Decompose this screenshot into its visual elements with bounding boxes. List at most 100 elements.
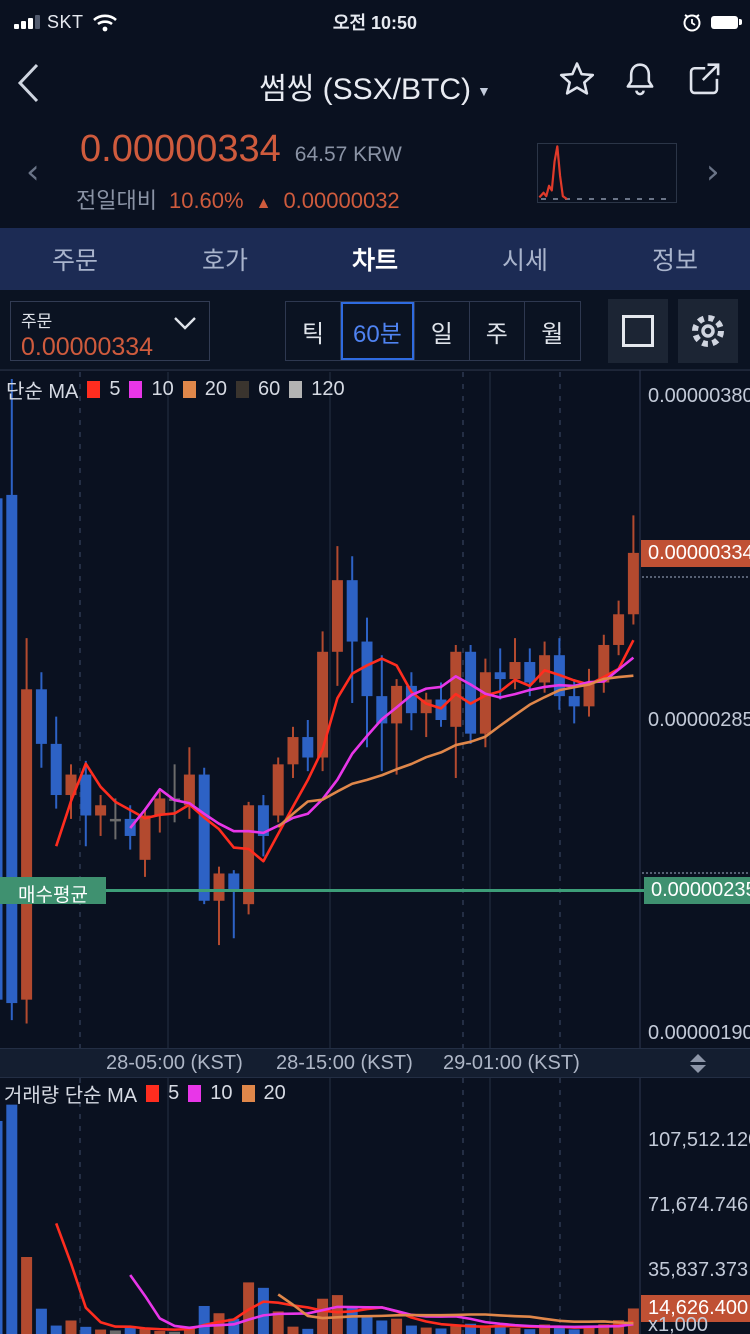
avg-buy-label: 매수평균 <box>0 877 106 906</box>
volume-tick-3: 35,837.373 <box>648 1259 749 1281</box>
notifications-bell-button[interactable] <box>620 60 660 100</box>
hidden-tick-dots <box>642 872 748 874</box>
volume-bar <box>50 1325 62 1334</box>
volume-bar <box>376 1320 388 1334</box>
volume-bar <box>450 1326 462 1334</box>
candlestick-chart[interactable] <box>0 370 750 1334</box>
candle-body <box>331 580 343 652</box>
back-button[interactable] <box>15 62 41 104</box>
volume-bar <box>287 1326 299 1334</box>
candle-body <box>405 685 417 714</box>
price-ma-10 <box>129 656 635 835</box>
tab-info[interactable]: 정보 <box>651 247 698 275</box>
header: 썸씽 (SSX/BTC) ▼ <box>0 44 750 120</box>
candle-body <box>302 737 314 758</box>
candle-body <box>524 662 536 683</box>
section-tab-bar: 주문 호가 차트 시세 정보 <box>0 228 750 290</box>
time-label-1: 28-05:00 (KST) <box>106 1052 243 1074</box>
volume-bar <box>169 1331 181 1334</box>
tab-order[interactable]: 주문 <box>51 247 98 275</box>
tab-chart[interactable]: 차트 <box>351 247 398 275</box>
carrier-label: SKT <box>47 11 84 32</box>
tab-orderbook[interactable]: 호가 <box>201 247 248 275</box>
period-60min[interactable]: 60분 <box>341 302 415 360</box>
vol-ma5-swatch <box>146 1084 160 1102</box>
candle-body <box>272 764 284 816</box>
volume-bar <box>317 1298 329 1334</box>
change-row: 전일대비 10.60% ▲ 0.00000032 <box>76 183 400 215</box>
candle-body <box>198 774 210 901</box>
volume-bar <box>257 1287 269 1334</box>
volume-bar <box>553 1327 565 1334</box>
volume-bar <box>479 1327 491 1334</box>
volume-bar <box>183 1327 195 1334</box>
candle-body <box>257 805 269 836</box>
alarm-icon <box>683 14 701 32</box>
volume-tick-1: 107,512.120 <box>648 1129 750 1151</box>
price-ma-5 <box>54 639 635 863</box>
price-ma-legend: 단순 MA 5 10 20 60 120 <box>6 376 345 403</box>
candle-body <box>346 580 358 642</box>
candle-body <box>465 651 477 734</box>
volume-bar <box>65 1320 77 1334</box>
candle-body <box>6 494 18 1004</box>
candle-body <box>613 614 625 645</box>
volume-bar <box>95 1329 107 1334</box>
volume-tick-2: 71,674.746 <box>648 1194 749 1216</box>
candle-body <box>479 672 491 734</box>
legend-title: 단순 MA <box>6 380 79 403</box>
candle-body <box>598 644 610 683</box>
candle-body <box>583 682 595 707</box>
volume-bar <box>346 1307 358 1334</box>
prev-market-button[interactable]: ‹ <box>26 152 40 192</box>
candle-body <box>376 696 388 724</box>
candle-body <box>539 655 551 683</box>
period-week[interactable]: 주 <box>470 302 525 360</box>
tab-market[interactable]: 시세 <box>501 247 548 275</box>
candle-body <box>287 737 299 765</box>
hidden-tick-dots <box>642 576 748 578</box>
page-title[interactable]: 썸씽 (SSX/BTC) ▼ <box>259 73 491 106</box>
time-label-2: 28-15:00 (KST) <box>276 1052 413 1074</box>
candle-body <box>450 651 462 727</box>
candle-body <box>568 696 580 707</box>
volume-bar <box>21 1257 33 1334</box>
period-tick[interactable]: 틱 <box>286 302 341 360</box>
next-market-button[interactable]: › <box>706 152 720 192</box>
candle-body <box>139 815 151 860</box>
axis-scale-toggle-icon[interactable] <box>690 1054 706 1073</box>
candle-body <box>80 774 92 816</box>
chart-settings-button[interactable] <box>678 299 738 363</box>
clock-time: 오전 10:50 <box>332 13 418 33</box>
current-price-badge: 0.00000334 <box>641 540 750 567</box>
order-price-dropdown[interactable]: 주문 0.00000334 <box>10 301 210 361</box>
share-button[interactable] <box>684 60 724 100</box>
volume-bar <box>35 1308 47 1334</box>
candle-body <box>154 798 166 816</box>
candle-body <box>183 774 195 806</box>
up-triangle-icon: ▲ <box>255 195 272 212</box>
current-price: 0.00000334 <box>80 128 281 170</box>
volume-bar <box>302 1328 314 1334</box>
volume-bar <box>213 1313 225 1334</box>
candle-body <box>494 672 506 680</box>
fullscreen-button[interactable] <box>608 299 668 363</box>
volume-bar <box>228 1318 240 1334</box>
volume-bar <box>509 1327 521 1334</box>
volume-bar <box>124 1326 136 1334</box>
chart-toolbar: 주문 0.00000334 틱 60분 일 주 월 <box>0 290 750 370</box>
title-dropdown-icon: ▼ <box>477 83 491 99</box>
ma60-swatch <box>235 380 249 398</box>
time-axis-strip: 28-05:00 (KST) 28-15:00 (KST) 29-01:00 (… <box>0 1048 750 1078</box>
volume-bar <box>80 1326 92 1334</box>
mini-sparkline <box>537 143 677 203</box>
volume-bar <box>420 1327 432 1334</box>
period-month[interactable]: 월 <box>541 320 564 348</box>
favorite-star-button[interactable] <box>557 60 597 100</box>
candle-body <box>627 552 639 615</box>
candle-body <box>35 689 47 744</box>
period-day[interactable]: 일 <box>415 302 470 360</box>
candle-body <box>50 743 62 796</box>
candle-body <box>435 699 447 720</box>
volume-bar <box>361 1315 373 1334</box>
